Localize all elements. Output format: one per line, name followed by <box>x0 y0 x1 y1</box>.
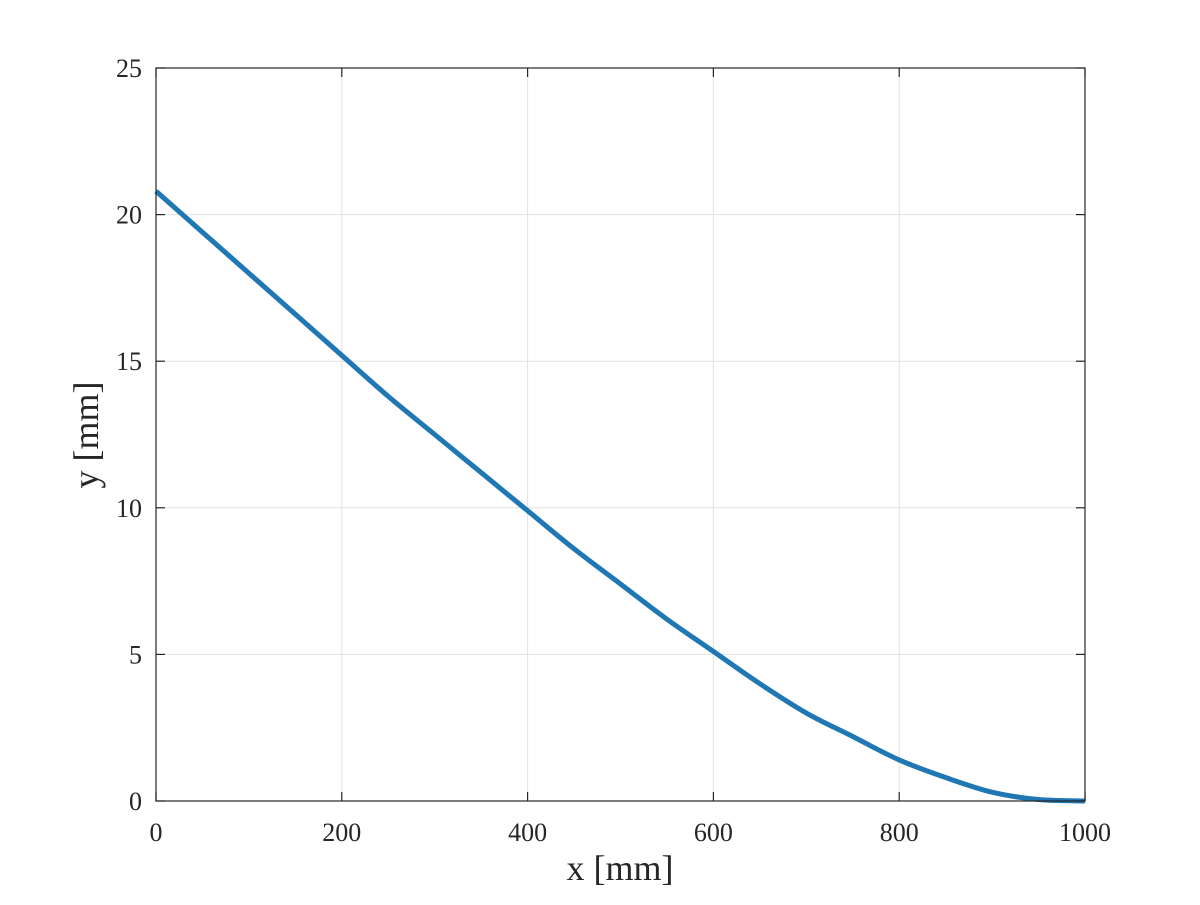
x-tick-label: 400 <box>508 818 547 847</box>
series-layer <box>154 189 1086 804</box>
y-tick-label: 20 <box>116 201 142 230</box>
x-tick-label: 800 <box>880 818 919 847</box>
ticks: 0 200 400 600 800 1000 0 5 10 15 20 25 <box>116 54 1111 847</box>
series-line <box>154 189 1086 804</box>
y-tick-label: 15 <box>116 347 142 376</box>
x-tick-label: 1000 <box>1059 818 1111 847</box>
y-axis-title: y [mm] <box>66 382 106 489</box>
y-tick-label: 5 <box>129 640 142 669</box>
x-tick-label: 600 <box>694 818 733 847</box>
x-tick-label: 0 <box>150 818 163 847</box>
y-tick-label: 0 <box>129 787 142 816</box>
x-axis-title: x [mm] <box>567 848 674 888</box>
plot-frame <box>155 67 1086 802</box>
y-tick-label: 25 <box>116 54 142 83</box>
y-tick-label: 10 <box>116 494 142 523</box>
grid <box>156 68 1085 801</box>
x-tick-label: 200 <box>322 818 361 847</box>
